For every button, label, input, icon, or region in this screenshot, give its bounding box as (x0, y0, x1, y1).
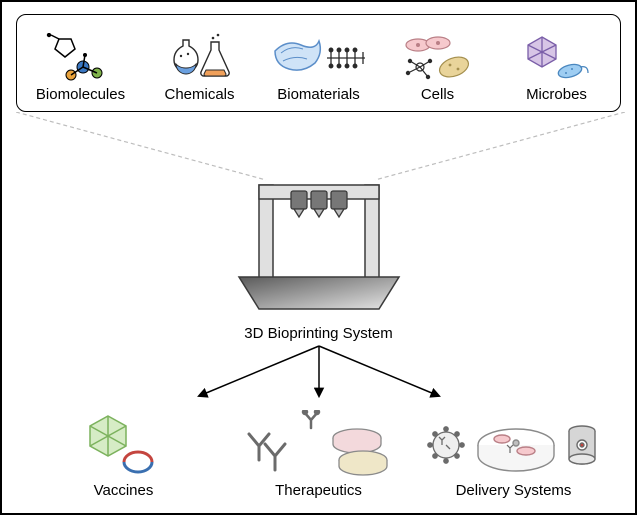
input-chemicals: Chemicals (140, 32, 259, 103)
input-label: Microbes (526, 86, 587, 103)
inputs-box: Biomolecules Chemicals (16, 14, 621, 112)
delivery-systems-icon (424, 410, 604, 480)
therapeutics-icon (239, 410, 399, 480)
output-label: Delivery Systems (456, 482, 572, 499)
output-vaccines: Vaccines (26, 410, 221, 499)
funnel-lines (16, 112, 625, 182)
input-biomolecules: Biomolecules (21, 32, 140, 103)
input-label: Biomolecules (36, 86, 125, 103)
bioprinter: 3D Bioprinting System (229, 177, 409, 342)
bioprinter-icon (229, 177, 409, 317)
cells-icon (398, 32, 478, 84)
printer-label: 3D Bioprinting System (244, 325, 392, 342)
biomaterials-icon (269, 32, 369, 84)
input-label: Chemicals (164, 86, 234, 103)
outputs-row: Vaccines (26, 410, 611, 499)
input-label: Biomaterials (277, 86, 360, 103)
input-cells: Cells (378, 32, 497, 103)
biomolecules-icon (41, 32, 121, 84)
output-arrows (139, 342, 499, 402)
input-biomaterials: Biomaterials (259, 32, 378, 103)
output-label: Therapeutics (275, 482, 362, 499)
chemicals-icon (165, 32, 235, 84)
output-label: Vaccines (94, 482, 154, 499)
input-label: Cells (421, 86, 454, 103)
input-microbes: Microbes (497, 32, 616, 103)
vaccines-icon (74, 410, 174, 480)
output-therapeutics: Therapeutics (221, 410, 416, 499)
microbes-icon (522, 32, 592, 84)
output-delivery: Delivery Systems (416, 410, 611, 499)
